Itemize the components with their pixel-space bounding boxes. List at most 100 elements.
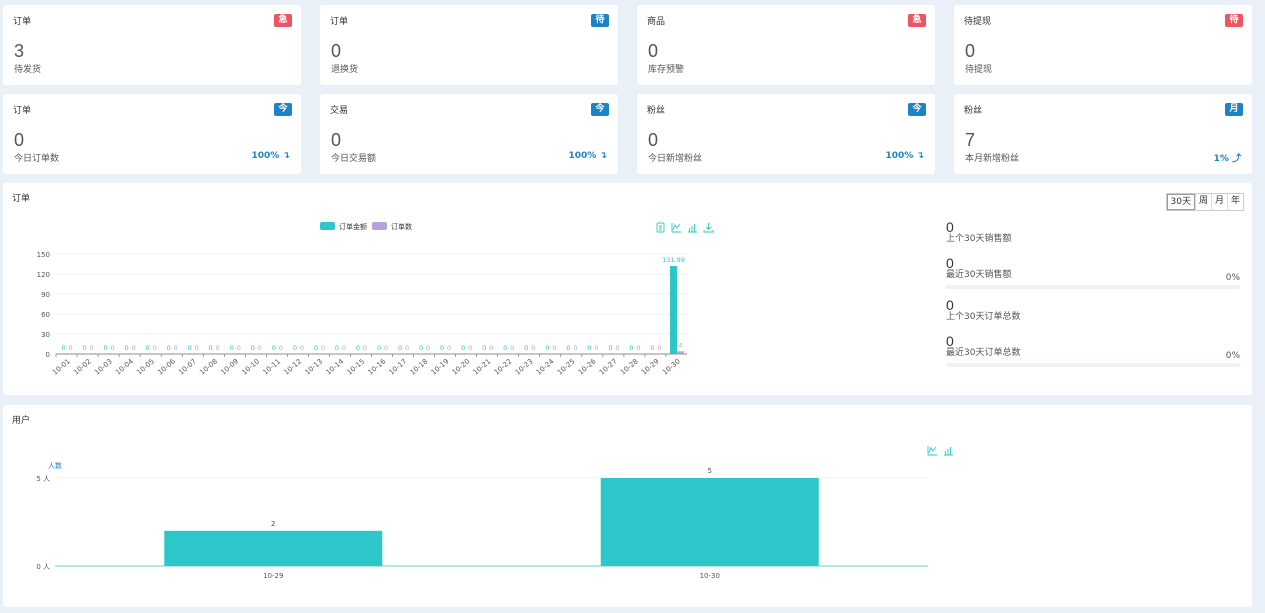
bar-value-label: 0 bbox=[356, 344, 360, 352]
stat-label: 待提现 bbox=[965, 65, 993, 75]
bar-value-label: 0 bbox=[104, 344, 108, 352]
summary-progress bbox=[946, 285, 1240, 289]
bar-value-label: 0 bbox=[629, 344, 633, 352]
summary-label: 上个30天销售额 bbox=[946, 234, 1012, 244]
bar-value-label: 0 bbox=[566, 344, 570, 352]
bar-value-label: 0 bbox=[230, 344, 234, 352]
x-tick-label: 10-10 bbox=[240, 357, 261, 376]
bar-value-label: 0 bbox=[153, 344, 157, 352]
bar-value-label: 0 bbox=[489, 344, 493, 352]
bar-value-label: 0 bbox=[419, 344, 423, 352]
x-tick-label: 10-01 bbox=[51, 357, 72, 376]
y-tick-label: 120 bbox=[37, 271, 50, 279]
stat-percent: 100% ↴ bbox=[885, 151, 924, 161]
stat-card: 订单 急 3 待发货 bbox=[3, 5, 301, 85]
stat-card: 订单 今 0 今日订单数 100% ↴ bbox=[3, 94, 301, 174]
bar-chart-icon[interactable] bbox=[688, 224, 697, 233]
y-tick-label: 60 bbox=[41, 311, 50, 319]
summary-item: 0 上个30天销售额 bbox=[946, 220, 1240, 254]
bar-value-label: 0 bbox=[335, 344, 339, 352]
x-tick-label: 10-26 bbox=[577, 357, 598, 377]
bar-value-label: 0 bbox=[258, 344, 262, 352]
bar[interactable] bbox=[669, 266, 677, 354]
bar-value-label: 0 bbox=[461, 344, 465, 352]
bar-value-label: 0 bbox=[132, 344, 136, 352]
stat-percent: 100% ↴ bbox=[251, 151, 290, 161]
range-button[interactable]: 周 bbox=[1194, 194, 1211, 210]
stat-card: 待提现 待 0 待提现 bbox=[954, 5, 1252, 85]
summary-label: 最近30天销售额 bbox=[946, 270, 1012, 280]
bar-chart-icon[interactable] bbox=[944, 447, 953, 456]
x-tick-label: 10-16 bbox=[367, 357, 388, 377]
bar-value-label: 0 bbox=[146, 344, 150, 352]
x-tick-label: 10-11 bbox=[261, 357, 282, 376]
y-tick-label: 90 bbox=[41, 291, 50, 299]
x-tick-label: 10-14 bbox=[325, 357, 346, 377]
bar-value-label: 0 bbox=[216, 344, 220, 352]
stat-value: 0 bbox=[965, 41, 976, 61]
stat-badge: 待 bbox=[591, 14, 609, 27]
summary-value: 0 bbox=[946, 219, 954, 235]
x-tick-label: 10-29 bbox=[640, 357, 661, 376]
bar-value-label: 0 bbox=[503, 344, 507, 352]
chart-legend: 订单金额 订单数 bbox=[320, 222, 412, 231]
x-tick-label: 10-15 bbox=[346, 357, 367, 376]
bar-value-label: 5 bbox=[708, 467, 712, 475]
legend-label[interactable]: 订单金额 bbox=[339, 222, 367, 231]
bar[interactable] bbox=[676, 351, 684, 354]
stat-title: 粉丝 bbox=[647, 106, 666, 116]
range-button[interactable]: 30天 bbox=[1166, 194, 1195, 210]
bar-value-label: 0 bbox=[300, 344, 304, 352]
stat-title: 订单 bbox=[13, 106, 32, 116]
summary-percent: 0% bbox=[1225, 273, 1240, 283]
x-tick-label: 10-07 bbox=[177, 357, 198, 376]
stat-badge: 待 bbox=[1225, 14, 1243, 27]
legend-swatch[interactable] bbox=[372, 222, 387, 230]
summary-value: 0 bbox=[946, 255, 954, 271]
stat-value: 7 bbox=[965, 130, 976, 150]
range-button[interactable]: 月 bbox=[1210, 194, 1227, 210]
stat-title: 粉丝 bbox=[964, 106, 983, 116]
bar-value-label: 2 bbox=[271, 520, 275, 528]
line-chart-icon[interactable] bbox=[671, 223, 681, 233]
bar-value-label: 0 bbox=[447, 344, 451, 352]
bar-value-label: 0 bbox=[209, 344, 213, 352]
bar[interactable] bbox=[164, 530, 383, 566]
bar-value-label: 0 bbox=[377, 344, 381, 352]
stat-card: 商品 急 0 库存预警 bbox=[637, 5, 935, 85]
x-tick-label: 10-22 bbox=[493, 357, 514, 376]
bar-value-label: 0 bbox=[440, 344, 444, 352]
data-view-icon[interactable] bbox=[656, 222, 665, 233]
x-tick-label: 10-20 bbox=[451, 357, 472, 376]
x-tick-label: 10-21 bbox=[472, 357, 493, 376]
panel-title: 用户 bbox=[12, 416, 31, 426]
x-tick-label: 10-30 bbox=[700, 572, 720, 580]
bar-value-label: 0 bbox=[545, 344, 549, 352]
bar-value-label: 4 bbox=[678, 341, 682, 349]
summary-percent: 0% bbox=[1225, 351, 1240, 361]
summary-item: 0 最近30天销售额 0% bbox=[946, 256, 1240, 290]
summary-item: 0 上个30天订单总数 bbox=[946, 298, 1240, 332]
stat-percent: 1% ⤴ bbox=[1213, 154, 1241, 164]
bar[interactable] bbox=[600, 478, 819, 566]
stat-title: 商品 bbox=[647, 17, 666, 27]
y-tick-label: 150 bbox=[37, 251, 50, 259]
legend-swatch[interactable] bbox=[320, 222, 335, 230]
bar-value-label: 0 bbox=[405, 344, 409, 352]
legend-label[interactable]: 订单数 bbox=[391, 222, 412, 231]
stat-badge: 今 bbox=[274, 103, 292, 116]
stat-label: 本月新增粉丝 bbox=[965, 154, 1020, 164]
y-tick-label: 30 bbox=[41, 331, 50, 339]
download-icon[interactable] bbox=[703, 223, 714, 233]
range-button[interactable]: 年 bbox=[1226, 194, 1243, 210]
stat-percent: 100% ↴ bbox=[568, 151, 607, 161]
bar-value-label: 0 bbox=[615, 344, 619, 352]
x-tick-label: 10-04 bbox=[114, 357, 135, 377]
stat-label: 退换货 bbox=[331, 65, 359, 75]
bar-value-label: 0 bbox=[82, 344, 86, 352]
bar-value-label: 0 bbox=[426, 344, 430, 352]
bar-value-label: 0 bbox=[321, 344, 325, 352]
line-chart-icon[interactable] bbox=[927, 446, 937, 456]
bar-value-label: 0 bbox=[363, 344, 367, 352]
bar-value-label: 0 bbox=[636, 344, 640, 352]
